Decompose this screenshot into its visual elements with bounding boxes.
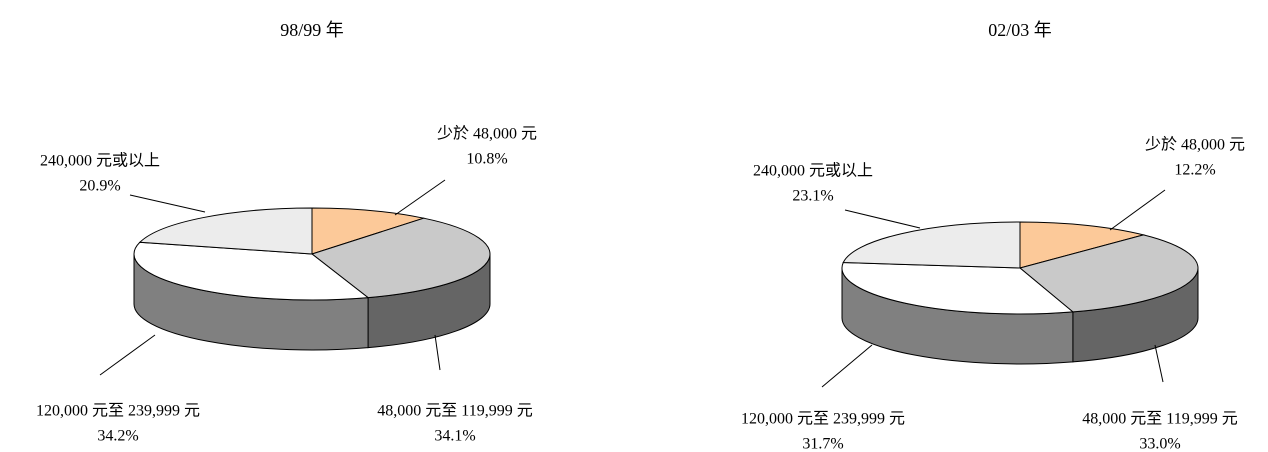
slice-value-label: 34.1% [434,428,475,445]
leader-line [1109,189,1166,231]
slice-label: 48,000 元至 119,999 元 [377,403,532,420]
leader-line [1154,344,1164,383]
pie-slice [842,221,1021,269]
leader-line [434,334,441,371]
pie-slice [133,241,370,301]
chart-title: 02/03 年 [988,20,1052,40]
slice-value-label: 23.1% [792,188,833,205]
pie-slice [1018,234,1199,313]
pie-slice [138,207,313,255]
leader-line [394,179,446,216]
pie-slice [311,207,426,255]
slice-label: 少於 48,000 元 [437,125,537,143]
leader-line [821,344,873,388]
slice-label: 少於 48,000 元 [1145,136,1245,154]
pie-slice [310,217,491,299]
slice-value-label: 10.8% [466,151,507,168]
slice-value-label: 20.9% [79,178,120,195]
chart-title: 98/99 年 [280,20,344,40]
slice-label: 48,000 元至 119,999 元 [1082,411,1237,428]
slice-value-label: 12.2% [1174,162,1215,179]
slice-value-label: 33.0% [1139,436,1180,452]
slice-label: 240,000 元或以上 [40,152,160,170]
slice-value-label: 34.2% [97,428,138,445]
leader-line [844,209,921,229]
pie-slice [1019,221,1146,269]
leader-line [99,334,156,376]
leader-line [129,194,206,213]
slice-label: 120,000 元至 239,999 元 [741,411,905,428]
slice-value-label: 31.7% [802,436,843,452]
slice-label: 240,000 元或以上 [753,162,873,180]
pie-slice [841,262,1075,315]
slice-label: 120,000 元至 239,999 元 [36,403,200,420]
